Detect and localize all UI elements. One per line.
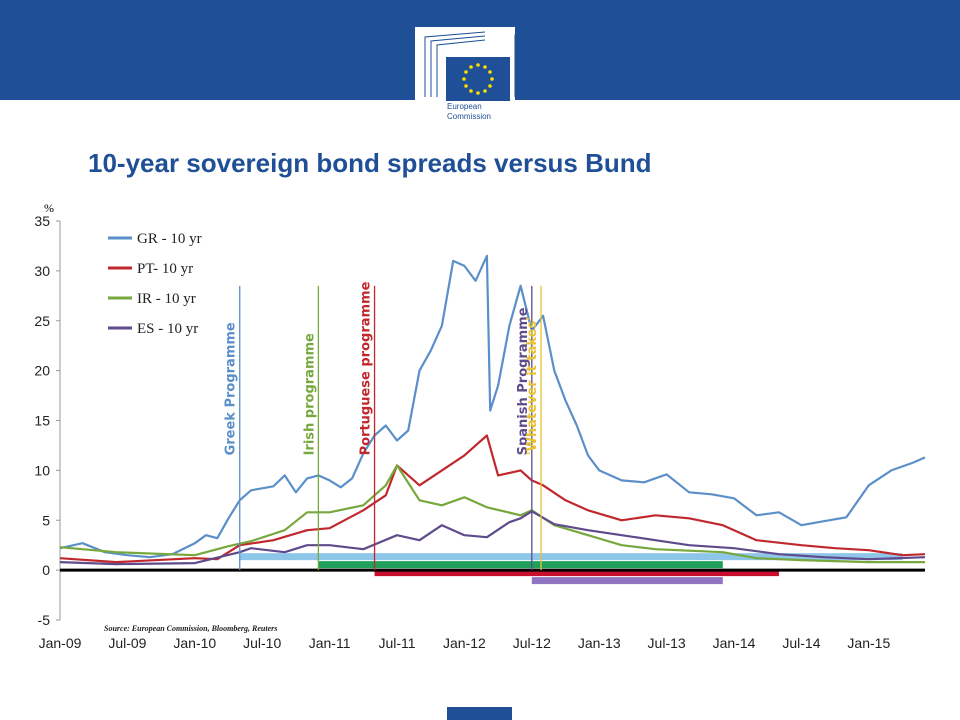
x-tick-label: Jul-14 <box>782 635 820 651</box>
x-tick-label: Jul-13 <box>648 635 686 651</box>
x-tick-label: Jul-12 <box>513 635 551 651</box>
logo-text-line-2: Commission <box>447 112 492 121</box>
series-line-1 <box>59 434 926 564</box>
x-tick-label: Jan-12 <box>443 635 486 651</box>
y-tick-label: 0 <box>42 562 50 578</box>
x-tick-label: Jan-10 <box>173 635 216 651</box>
y-tick-label: 20 <box>34 363 50 379</box>
eu-flag-icon <box>446 57 510 101</box>
bottom-tab <box>447 707 512 720</box>
event-label-2: Portuguese programme <box>359 281 374 455</box>
event-label-3: Spanish Programme <box>516 307 531 455</box>
y-tick-label: -5 <box>38 612 51 628</box>
x-tick-label: Jan-13 <box>578 635 621 651</box>
event-label-0: Greek Programme <box>224 322 239 455</box>
y-tick-label: 30 <box>34 263 50 279</box>
bond-spreads-chart: % -5 0 5 10 15 20 25 30 35 Jan-09 Jul-09 Jan-10 Jul-1… <box>34 201 926 651</box>
source-note: Source: European Commission, Bloomberg, … <box>104 624 277 633</box>
y-tick-label: 15 <box>34 413 50 429</box>
x-tick-label: Jan-14 <box>713 635 756 651</box>
legend-label-3: ES - 10 yr <box>137 321 198 337</box>
y-tick-label: 25 <box>34 313 50 329</box>
x-tick-label: Jan-09 <box>39 635 82 651</box>
series-line-3 <box>59 510 926 566</box>
legend-label-1: PT- 10 yr <box>137 261 193 277</box>
x-tick-label: Jul-10 <box>243 635 281 651</box>
x-tick-label: Jan-15 <box>847 635 890 651</box>
logo-text-line-1: European <box>447 102 482 111</box>
legend-label-0: GR - 10 yr <box>137 231 202 247</box>
y-tick-label: 35 <box>34 213 50 229</box>
programme-bar <box>239 553 903 561</box>
event-label-1: Irish programme <box>302 333 317 455</box>
programme-bar <box>374 569 779 577</box>
x-tick-label: Jan-11 <box>309 635 351 651</box>
programme-bar <box>318 561 723 569</box>
x-tick-label: Jul-09 <box>108 635 146 651</box>
y-tick-label: 10 <box>34 462 50 478</box>
legend-label-2: IR - 10 yr <box>137 291 196 307</box>
logo-text: European Commission <box>447 102 511 122</box>
y-axis-label: % <box>44 201 54 215</box>
event-label-4: 'Whatever it takes' <box>525 317 540 456</box>
series-line-2 <box>59 464 925 564</box>
page-title: 10-year sovereign bond spreads versus Bu… <box>88 148 652 178</box>
programme-bar <box>531 577 723 585</box>
series-line-0 <box>59 254 926 559</box>
y-tick-label: 5 <box>42 512 50 528</box>
x-tick-label: Jul-11 <box>378 635 415 651</box>
